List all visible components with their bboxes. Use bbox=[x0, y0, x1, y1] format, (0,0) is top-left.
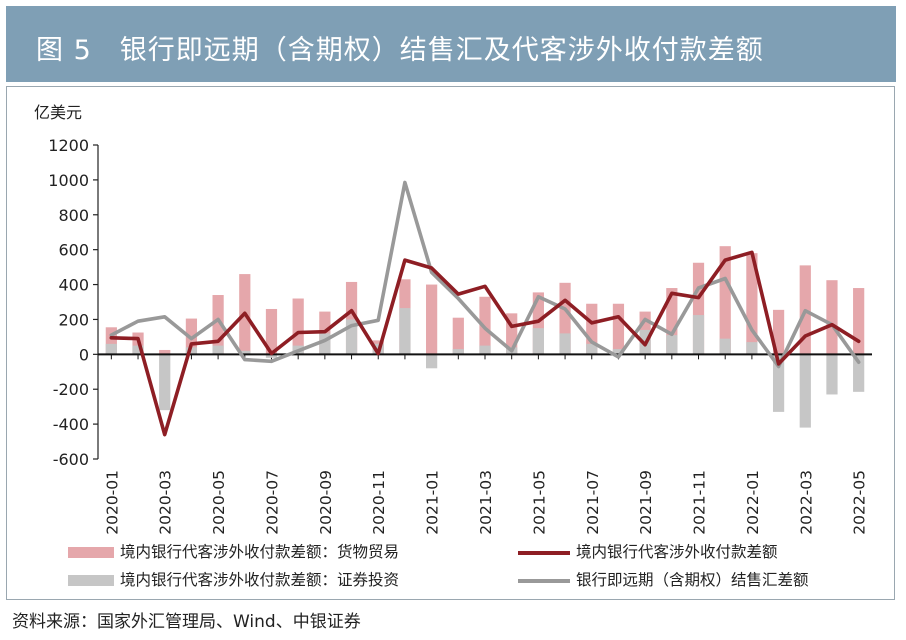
x-tick-label: 2021-05 bbox=[530, 470, 548, 535]
bar-securities bbox=[452, 349, 464, 355]
x-tick-label: 2020-09 bbox=[317, 470, 335, 535]
tick-label-layer: -600 -400 -200 0 200 400 600 800 1000 1200 2020-01… bbox=[48, 136, 868, 535]
bar-goods bbox=[426, 284, 438, 355]
bar-securities bbox=[319, 333, 331, 355]
line-layer bbox=[109, 180, 861, 437]
legend-label-goods: 境内银行代客涉外收付款差额：货物贸易 bbox=[120, 543, 400, 561]
legend-swatch-fx bbox=[518, 578, 570, 583]
bar-securities bbox=[212, 345, 224, 355]
bar-securities bbox=[105, 343, 117, 355]
x-tick-label: 2020-11 bbox=[370, 470, 388, 535]
x-tick-label: 2021-01 bbox=[424, 470, 442, 535]
bar-securities bbox=[853, 354, 865, 392]
legend-swatch-goods bbox=[68, 547, 114, 558]
bar-goods bbox=[452, 317, 464, 355]
legend-label-fx: 银行即远期（含期权）结售汇差额 bbox=[576, 571, 809, 589]
legend-item-securities: 境内银行代客涉外收付款差额：证券投资 bbox=[68, 568, 399, 590]
bar-securities bbox=[239, 350, 251, 355]
y-tick-label: 800 bbox=[58, 206, 89, 225]
bar-goods bbox=[853, 288, 865, 355]
y-tick-label: 600 bbox=[58, 241, 89, 260]
line-total bbox=[109, 250, 861, 437]
y-tick-label: 1000 bbox=[48, 171, 89, 190]
bar-goods bbox=[826, 280, 838, 355]
bar-goods bbox=[772, 309, 785, 355]
bar-securities bbox=[132, 345, 144, 355]
x-tick-label: 2021-03 bbox=[477, 470, 495, 535]
bar-securities bbox=[692, 315, 705, 355]
bar-securities bbox=[746, 342, 758, 355]
x-tick-label: 2022-05 bbox=[851, 470, 869, 535]
bar-goods bbox=[105, 327, 117, 355]
x-tick-label: 2021-09 bbox=[637, 470, 655, 535]
y-tick-label: -400 bbox=[53, 415, 89, 434]
bar-goods bbox=[159, 349, 171, 355]
source-note: 资料来源：国家外汇管理局、Wind、中银证券 bbox=[12, 612, 361, 632]
x-tick-label: 2020-03 bbox=[157, 470, 175, 535]
x-tick-label: 2021-11 bbox=[691, 470, 709, 535]
chart-frame bbox=[6, 86, 895, 600]
axes-layer bbox=[93, 144, 860, 460]
legend-item-fx: 银行即远期（含期权）结售汇差额 bbox=[518, 568, 809, 590]
bar-securities bbox=[799, 354, 811, 428]
bar-goods bbox=[212, 295, 224, 355]
bar-goods bbox=[692, 262, 705, 355]
y-tick-label: 200 bbox=[58, 310, 89, 329]
y-tick-label: 1200 bbox=[48, 136, 89, 155]
bar-goods bbox=[532, 292, 544, 355]
bar-goods bbox=[506, 313, 518, 355]
bar-goods bbox=[292, 298, 304, 355]
legend-swatch-total bbox=[518, 550, 570, 555]
legend-label-total: 境内银行代客涉外收付款差额 bbox=[576, 543, 778, 561]
x-tick-label: 2022-03 bbox=[797, 470, 815, 535]
bar-securities bbox=[265, 354, 278, 358]
line-fx bbox=[109, 180, 861, 369]
bar-goods bbox=[719, 246, 731, 355]
x-tick-label: 2020-05 bbox=[210, 470, 228, 535]
bar-securities bbox=[772, 354, 785, 412]
bar-securities bbox=[532, 328, 544, 355]
y-tick-label: 0 bbox=[79, 345, 89, 364]
bar-goods bbox=[265, 308, 278, 355]
x-tick-label: 2020-01 bbox=[103, 470, 121, 535]
bar-goods bbox=[746, 253, 758, 355]
chart-title: 图 5 银行即远期（含期权）结售汇及代客涉外收付款差额 bbox=[36, 35, 764, 66]
bar-layer bbox=[105, 246, 865, 428]
bar-securities bbox=[612, 349, 625, 355]
bar-securities bbox=[345, 319, 358, 355]
bar-securities bbox=[559, 333, 571, 355]
bar-securities bbox=[479, 345, 491, 355]
bar-goods bbox=[345, 281, 358, 355]
bar-goods bbox=[666, 288, 678, 355]
legend-label-securities: 境内银行代客涉外收付款差额：证券投资 bbox=[120, 571, 400, 589]
bar-securities bbox=[586, 343, 598, 355]
bar-goods bbox=[612, 303, 625, 355]
x-tick-label: 2022-01 bbox=[744, 470, 762, 535]
y-tick-label: -200 bbox=[53, 380, 89, 399]
legend-swatch-securities bbox=[68, 575, 114, 586]
bar-securities bbox=[826, 354, 838, 395]
bar-goods bbox=[586, 303, 598, 355]
y-tick-label: -600 bbox=[53, 450, 89, 469]
y-tick-label: 400 bbox=[58, 276, 89, 295]
bar-securities bbox=[185, 347, 198, 355]
y-unit-label: 亿美元 bbox=[34, 103, 83, 122]
bar-securities bbox=[399, 308, 411, 355]
bar-securities bbox=[666, 335, 678, 355]
bar-securities bbox=[426, 354, 438, 369]
x-tick-label: 2021-07 bbox=[584, 470, 602, 535]
legend-item-goods: 境内银行代客涉外收付款差额：货物贸易 bbox=[68, 540, 399, 562]
bar-securities bbox=[719, 338, 731, 355]
x-tick-label: 2020-07 bbox=[263, 470, 281, 535]
bar-securities bbox=[159, 354, 171, 411]
chart-header: 图 5 银行即远期（含期权）结售汇及代客涉外收付款差额 bbox=[6, 6, 896, 82]
bar-goods bbox=[559, 282, 571, 355]
legend-item-total: 境内银行代客涉外收付款差额 bbox=[518, 540, 778, 562]
